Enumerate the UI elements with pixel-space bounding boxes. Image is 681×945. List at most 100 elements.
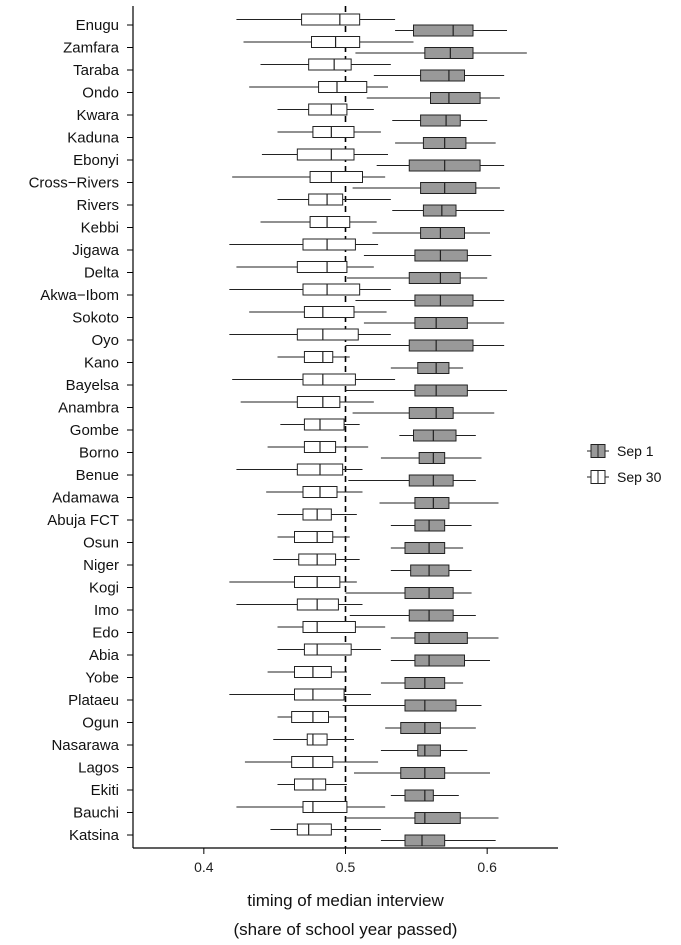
box-iqr — [400, 722, 441, 734]
category-label-layer: Enugu Zamfara Taraba Ondo Kwara Kaduna Ebonyi C… — [29, 17, 120, 844]
box-iqr — [318, 81, 368, 93]
box-sep-30 — [229, 576, 357, 588]
category-label: Oyo — [91, 332, 119, 349]
box-sep-30 — [236, 261, 374, 273]
category-label: Cross−Rivers — [29, 175, 119, 192]
box-iqr — [413, 429, 457, 442]
box-iqr — [400, 767, 446, 779]
box-sep-1 — [385, 722, 476, 734]
box-iqr — [414, 294, 474, 307]
box-sep-30 — [229, 688, 371, 701]
box-iqr — [404, 789, 434, 802]
box-iqr — [408, 474, 454, 487]
box-sep-30 — [240, 396, 374, 408]
box-sep-1 — [390, 654, 490, 667]
category-label: Benue — [76, 467, 119, 484]
box-iqr — [302, 621, 356, 633]
box-sep-30 — [277, 531, 350, 543]
category-label: Katsina — [69, 827, 120, 844]
box-sep-30 — [229, 283, 391, 296]
category-label: Kogi — [89, 580, 119, 597]
box-sep-1 — [345, 587, 472, 599]
box-sep-1 — [399, 429, 476, 442]
x-tick-label: 0.4 — [194, 859, 214, 875]
box-sep-30 — [236, 463, 363, 476]
box-sep-30 — [236, 13, 396, 26]
box-sep-30 — [277, 103, 374, 116]
box-iqr — [303, 306, 355, 318]
box-iqr — [404, 542, 446, 554]
category-label: Ebonyi — [73, 152, 119, 169]
category-label: Taraba — [73, 62, 120, 79]
category-label: Rivers — [76, 197, 119, 214]
box-iqr — [296, 598, 339, 611]
box-sep-1 — [390, 564, 472, 577]
box-sep-30 — [270, 823, 381, 836]
box-sep-1 — [363, 317, 505, 329]
box-sep-30 — [243, 36, 414, 48]
box-iqr — [414, 519, 446, 532]
box-sep-30 — [277, 778, 347, 791]
box-iqr — [308, 103, 348, 116]
category-label: Kebbi — [81, 220, 119, 237]
box-iqr — [303, 418, 345, 431]
box-iqr — [312, 126, 355, 138]
category-label: Delta — [84, 265, 120, 282]
box-sep-30 — [273, 733, 354, 746]
box-iqr — [404, 699, 457, 712]
box-iqr — [414, 249, 468, 262]
box-iqr — [308, 193, 344, 206]
box-sep-1 — [355, 47, 527, 59]
box-sep-30 — [267, 441, 369, 453]
category-label: Nasarawa — [51, 737, 119, 754]
box-sep-1 — [345, 812, 499, 824]
box-iqr — [296, 396, 341, 408]
category-label: Kwara — [76, 107, 119, 124]
box-sep-1 — [380, 677, 464, 689]
box-sep-1 — [349, 609, 476, 622]
box-iqr — [408, 272, 461, 284]
legend-entry: Sep 30 — [587, 469, 662, 485]
box-sep-30 — [266, 486, 363, 498]
category-label: Adamawa — [52, 490, 119, 507]
category-label: Plataeu — [68, 692, 119, 709]
category-label: Kano — [84, 355, 119, 372]
box-sep-1 — [390, 519, 472, 532]
box-iqr — [413, 24, 474, 37]
box-sep-1 — [345, 339, 505, 352]
box-iqr — [302, 238, 356, 251]
box-sep-1 — [380, 452, 482, 464]
box-iqr — [418, 452, 446, 464]
box-sep-30 — [232, 171, 386, 183]
box-sep-30 — [249, 306, 387, 318]
box-iqr — [424, 47, 474, 59]
box-sep-30 — [267, 666, 347, 678]
box-sep-1 — [372, 227, 490, 239]
box-sep-1 — [390, 789, 459, 802]
box-sep-30 — [277, 643, 381, 656]
box-sep-1 — [379, 497, 499, 509]
box-sep-1 — [346, 272, 488, 284]
box-iqr — [301, 13, 361, 26]
box-iqr — [303, 351, 334, 363]
box-iqr — [422, 204, 457, 217]
category-label: Enugu — [76, 17, 119, 34]
box-sep-30 — [260, 58, 391, 71]
box-sep-1 — [390, 362, 464, 374]
box-sep-30 — [244, 756, 379, 768]
x-tick-label: 0.5 — [336, 859, 356, 875]
box-iqr — [404, 834, 446, 847]
x-tick-label: 0.6 — [477, 859, 497, 875]
box-iqr — [408, 339, 474, 352]
box-iqr — [414, 317, 468, 329]
category-label: Bauchi — [73, 805, 119, 822]
box-iqr — [294, 531, 334, 543]
box-iqr — [302, 283, 361, 296]
category-label: Anambra — [58, 400, 120, 417]
box-sep-1 — [395, 137, 496, 149]
box-sep-1 — [363, 249, 492, 262]
category-label: Abuja FCT — [47, 512, 119, 529]
box-sep-30 — [277, 621, 386, 633]
box-sep-1 — [352, 407, 495, 419]
